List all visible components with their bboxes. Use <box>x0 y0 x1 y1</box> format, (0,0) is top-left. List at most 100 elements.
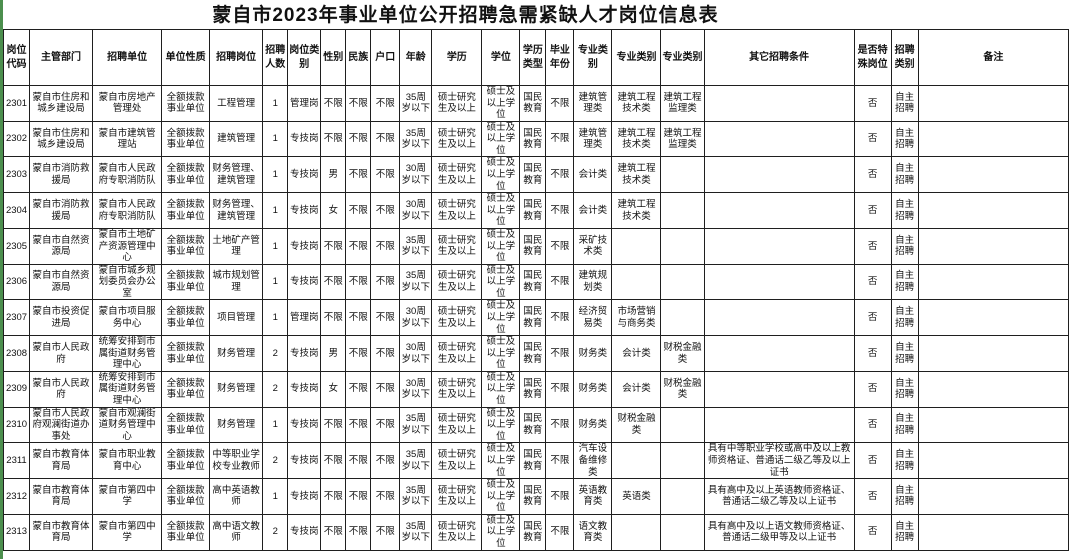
header-cell: 学历 <box>431 29 483 86</box>
sheet-left-edge <box>0 0 3 559</box>
table-cell: 高中英语教师 <box>209 478 264 515</box>
table-cell: 统筹安排到市属街道财务管理中心 <box>92 335 163 372</box>
table-cell <box>703 263 855 301</box>
table-cell: 全额拨款事业单位 <box>161 227 211 265</box>
table-cell: 自主招聘 <box>890 370 919 408</box>
table-cell: 不限 <box>370 406 401 444</box>
header-cell: 年龄 <box>399 29 433 86</box>
table-cell: 蒙自市住房和城乡建设局 <box>29 120 94 158</box>
table-cell: 蒙自市项目服务中心 <box>92 299 163 337</box>
table-cell: 统筹安排到市属街道财务管理中心 <box>92 370 163 408</box>
table-cell: 女 <box>320 192 347 229</box>
table-cell: 硕士及以上学位 <box>481 335 521 372</box>
table-row: 2311 蒙自市教育体育局 蒙自市职业教育中心 全额拨款事业单位 中等职业学校专业教师 2… <box>2 442 1070 480</box>
table-cell: 否 <box>853 227 892 265</box>
table-cell: 不限 <box>345 227 372 265</box>
table-cell: 专技岗 <box>287 478 322 515</box>
table-cell: 自主招聘 <box>890 335 919 372</box>
table-cell: 不限 <box>320 299 347 337</box>
table-cell: 蒙自市建筑管理站 <box>92 120 163 158</box>
header-cell: 招聘单位 <box>92 29 163 86</box>
table-cell: 蒙自市投资促进局 <box>29 299 94 337</box>
table-cell: 30周岁以下 <box>399 156 433 194</box>
table-cell: 不限 <box>545 85 575 122</box>
header-cell: 是否特殊岗位 <box>853 29 892 86</box>
table-cell: 1 <box>262 85 289 122</box>
table-cell: 35周岁以下 <box>399 227 433 265</box>
table-cell: 否 <box>853 120 892 158</box>
table-cell: 市场营销与商务类 <box>611 299 662 337</box>
table-cell: 财务管理、建筑管理 <box>209 192 264 229</box>
table-cell: 财务管理 <box>209 370 264 408</box>
table-cell: 否 <box>853 370 892 408</box>
header-cell: 岗位代码 <box>2 29 31 86</box>
table-cell: 2 <box>262 513 289 551</box>
table-cell: 2301 <box>2 85 31 122</box>
table-cell <box>660 263 705 301</box>
table-cell: 不限 <box>320 513 347 551</box>
table-cell: 国民教育 <box>519 227 547 265</box>
table-cell: 不限 <box>545 192 575 229</box>
table-cell: 自主招聘 <box>890 192 919 229</box>
table-cell: 专技岗 <box>287 263 322 301</box>
table-cell: 蒙自市自然资源局 <box>29 263 94 301</box>
table-cell: 英语教育类 <box>573 478 613 515</box>
table-cell: 不限 <box>345 513 372 551</box>
table-cell <box>917 478 1070 515</box>
header-cell: 招聘岗位 <box>209 29 264 86</box>
table-cell: 否 <box>853 85 892 122</box>
table-cell: 不限 <box>545 513 575 551</box>
table-cell: 高中语文教师 <box>209 513 264 551</box>
table-cell: 男 <box>320 156 347 194</box>
table-cell: 自主招聘 <box>890 120 919 158</box>
table-cell: 2 <box>262 442 289 480</box>
table-cell: 35周岁以下 <box>399 442 433 480</box>
table-cell: 自主招聘 <box>890 513 919 551</box>
table-cell: 不限 <box>545 120 575 158</box>
table-cell: 语文教育类 <box>573 513 613 551</box>
table-cell: 不限 <box>545 335 575 372</box>
table-cell: 硕士研究生及以上 <box>431 192 483 229</box>
table-cell <box>611 513 662 551</box>
table-cell: 2306 <box>2 263 31 301</box>
table-cell: 2308 <box>2 335 31 372</box>
table-cell: 硕士及以上学位 <box>481 406 521 444</box>
table-cell: 蒙自市教育体育局 <box>29 442 94 480</box>
table-cell: 硕士研究生及以上 <box>431 335 483 372</box>
table-cell <box>917 227 1070 265</box>
table-cell: 蒙自市人民政府专职消防队 <box>92 192 163 229</box>
table-cell: 1 <box>262 227 289 265</box>
table-cell: 不限 <box>370 335 401 372</box>
header-cell: 岗位类别 <box>287 29 322 86</box>
table-cell: 专技岗 <box>287 370 322 408</box>
table-cell: 35周岁以下 <box>399 513 433 551</box>
table-cell: 财务管理 <box>209 406 264 444</box>
table-cell: 不限 <box>345 85 372 122</box>
table-cell: 不限 <box>345 478 372 515</box>
table-cell: 全额拨款事业单位 <box>161 263 211 301</box>
header-cell: 备注 <box>917 29 1070 86</box>
table-cell <box>703 85 855 122</box>
table-cell: 硕士研究生及以上 <box>431 478 483 515</box>
table-cell <box>703 192 855 229</box>
table-cell: 管理岗 <box>287 85 322 122</box>
table-cell: 全额拨款事业单位 <box>161 156 211 194</box>
table-cell: 全额拨款事业单位 <box>161 120 211 158</box>
table-cell: 自主招聘 <box>890 263 919 301</box>
table-cell: 全额拨款事业单位 <box>161 478 211 515</box>
table-cell: 不限 <box>345 442 372 480</box>
table-cell: 硕士及以上学位 <box>481 513 521 551</box>
header-cell: 毕业年份 <box>545 29 575 86</box>
table-cell: 建筑管理类 <box>573 85 613 122</box>
table-cell: 硕士及以上学位 <box>481 85 521 122</box>
table-cell: 国民教育 <box>519 156 547 194</box>
table-cell: 不限 <box>545 478 575 515</box>
table-cell: 财务类 <box>573 335 613 372</box>
table-cell: 硕士研究生及以上 <box>431 406 483 444</box>
table-cell: 2307 <box>2 299 31 337</box>
table-cell: 硕士研究生及以上 <box>431 299 483 337</box>
header-cell: 性别 <box>320 29 347 86</box>
table-cell: 汽车设备维修类 <box>573 442 613 480</box>
header-cell: 学位 <box>481 29 521 86</box>
table-cell: 全额拨款事业单位 <box>161 406 211 444</box>
